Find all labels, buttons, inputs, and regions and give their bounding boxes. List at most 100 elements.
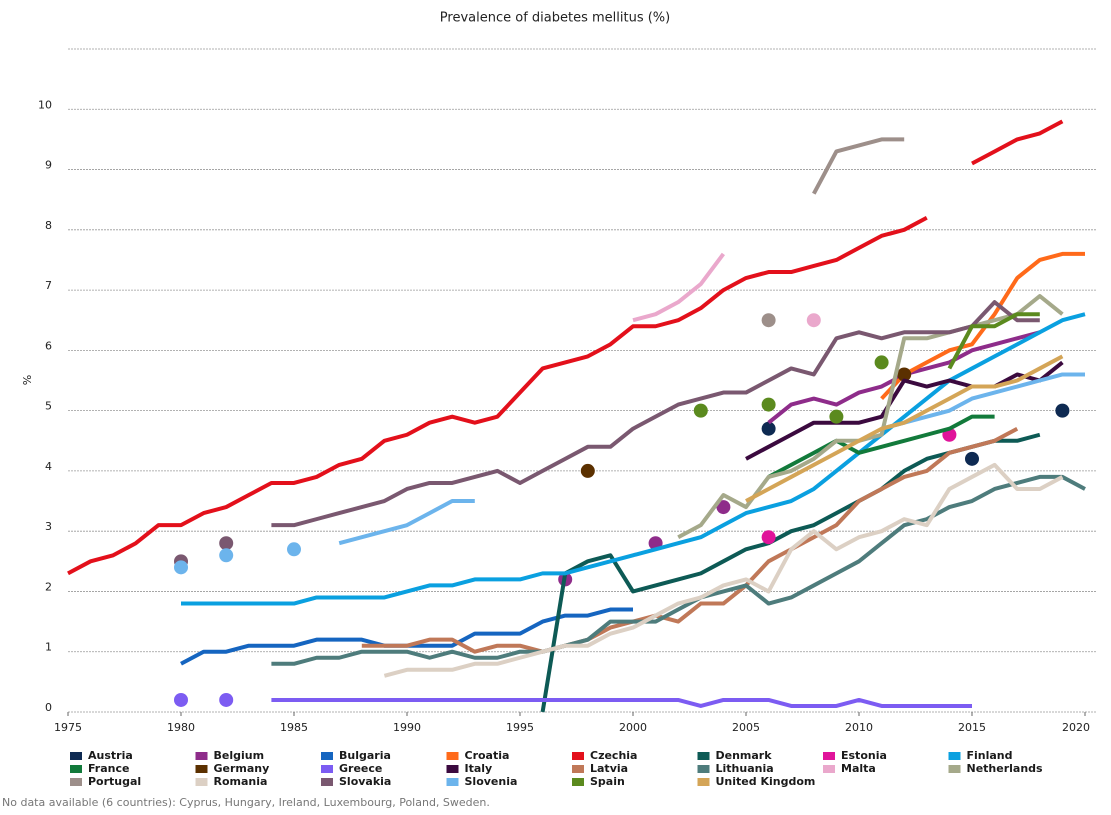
data-point [761, 530, 776, 545]
legend-swatch [572, 765, 584, 773]
series-line [767, 414, 995, 479]
x-tick-label: 1995 [506, 721, 534, 734]
legend-text: Belgium [214, 749, 265, 762]
legend-swatch [321, 778, 333, 786]
x-tick-label: 2010 [845, 721, 873, 734]
legend-swatch [948, 765, 961, 773]
y-tick-label: 7 [45, 279, 52, 292]
series-line [338, 499, 475, 546]
series-line [880, 251, 1085, 400]
data-point [806, 313, 821, 328]
series-line [361, 426, 1019, 654]
data-point [174, 560, 188, 575]
x-tick-label: 1990 [393, 721, 421, 734]
legend-swatch [446, 778, 459, 786]
legend-swatch [321, 752, 333, 760]
x-tick-label: 1980 [167, 721, 195, 734]
series-line [383, 462, 1064, 678]
legend-text: Finland [967, 749, 1013, 762]
y-axis-label: % [21, 375, 34, 385]
series-line [745, 360, 1064, 461]
data-point [829, 409, 844, 424]
legend-text: Austria [88, 749, 133, 762]
data-point [874, 355, 889, 370]
legend-swatch [823, 765, 835, 773]
legend-swatch [195, 778, 208, 786]
series-line [947, 312, 1040, 370]
y-tick-label: 10 [38, 98, 52, 111]
legend-swatch [446, 752, 459, 760]
data-point [580, 463, 595, 478]
legend-text: Slovakia [339, 775, 391, 788]
legend-swatch [70, 765, 82, 773]
data-point [761, 421, 776, 436]
y-tick-label: 2 [45, 580, 52, 593]
legend-swatch [697, 765, 710, 773]
legend-text: Slovenia [465, 775, 518, 788]
series-line [677, 294, 1064, 539]
x-tick-label: 1975 [54, 721, 82, 734]
legend-swatch [572, 778, 584, 786]
x-tick-label: 2000 [619, 721, 647, 734]
series-line [971, 119, 1064, 166]
y-tick-label: 1 [45, 641, 52, 654]
x-tick-label: 2020 [1062, 721, 1090, 734]
legend-text: Croatia [465, 749, 510, 762]
legend-swatch [195, 752, 208, 760]
y-tick-label: 0 [45, 701, 52, 714]
legend-text: Germany [214, 762, 270, 775]
data-point [1055, 403, 1070, 418]
data-point [219, 536, 234, 551]
legend-swatch [948, 752, 961, 760]
legend-text: France [88, 762, 129, 775]
data-point [761, 397, 776, 412]
x-tick-label: 2005 [732, 721, 760, 734]
y-tick-label: 4 [45, 460, 52, 473]
series-line [180, 607, 633, 666]
data-point [174, 692, 188, 707]
legend-text: United Kingdom [716, 775, 816, 788]
legend-text: Romania [214, 775, 268, 788]
legend-text: Portugal [88, 775, 141, 788]
data-point [716, 500, 731, 515]
legend-text: Estonia [841, 749, 887, 762]
y-tick-label: 5 [45, 400, 52, 413]
series-line [67, 215, 928, 576]
series-line [271, 300, 1040, 528]
legend-text: Spain [590, 775, 625, 788]
x-tick-label: 1985 [280, 721, 308, 734]
legend-swatch [823, 752, 835, 760]
y-tick-label: 3 [45, 520, 52, 533]
x-tick-label: 2015 [958, 721, 986, 734]
legend-text: Malta [841, 762, 876, 775]
legend-swatch [70, 752, 82, 760]
legend-swatch [321, 765, 333, 773]
legend-text: Czechia [590, 749, 637, 762]
legend-swatch [70, 778, 82, 786]
data-point [965, 451, 979, 466]
legend-swatch [572, 752, 584, 760]
legend-text: Bulgaria [339, 749, 391, 762]
legend-swatch [446, 765, 459, 773]
legend-text: Lithuania [716, 762, 774, 775]
data-point [693, 403, 708, 418]
series-line [812, 137, 905, 195]
legend-swatch [697, 752, 710, 760]
legend-text: Italy [465, 762, 493, 775]
data-point [897, 367, 912, 382]
legend-text: Latvia [590, 762, 628, 775]
legend-swatch [697, 778, 710, 786]
y-tick-label: 9 [45, 159, 52, 172]
data-point [219, 548, 234, 563]
series-line [181, 312, 1086, 606]
series-line [271, 474, 1086, 666]
y-tick-label: 6 [45, 339, 52, 352]
legend-text: Denmark [716, 749, 773, 762]
series-line [881, 372, 1085, 431]
chart-title: Prevalence of diabetes mellitus (%) [440, 11, 670, 26]
data-point [287, 542, 301, 557]
data-point [219, 692, 234, 707]
legend-swatch [195, 765, 208, 773]
